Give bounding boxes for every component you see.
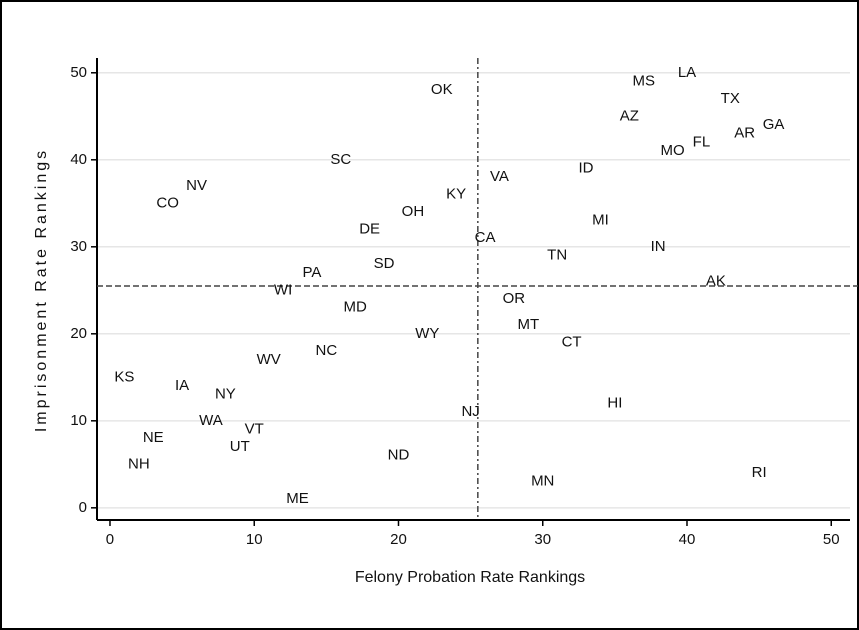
point-label: MN <box>531 473 554 490</box>
y-tick-label: 20 <box>70 325 87 342</box>
point-label: CT <box>562 333 582 350</box>
point-label: AK <box>706 273 726 290</box>
point-label: AZ <box>620 107 639 124</box>
point-label: KY <box>446 186 466 203</box>
point-label: IA <box>175 377 189 394</box>
y-axis-title: Imprisonment Rate Rankings <box>33 148 50 432</box>
point-label: RI <box>752 464 767 481</box>
point-label: OK <box>431 81 453 98</box>
point-label: UT <box>230 438 250 455</box>
x-tick-label: 20 <box>390 531 407 548</box>
point-label: CO <box>156 194 179 211</box>
point-label: NC <box>316 342 338 359</box>
point-label: WV <box>257 351 281 368</box>
x-tick-label: 0 <box>106 531 114 548</box>
point-label: OR <box>503 290 526 307</box>
point-label: VT <box>245 420 264 437</box>
point-label: AR <box>734 125 755 142</box>
point-label: CA <box>475 229 496 246</box>
point-label: NH <box>128 455 150 472</box>
point-label: LA <box>678 64 696 81</box>
point-label: SC <box>330 151 351 168</box>
point-label: MD <box>344 299 367 316</box>
y-tick-label: 0 <box>79 499 87 516</box>
point-label: KS <box>114 368 134 385</box>
point-label: IN <box>651 238 666 255</box>
point-label: OH <box>402 203 425 220</box>
point-label: MS <box>632 72 655 89</box>
point-label: MT <box>517 316 539 333</box>
point-label: NE <box>143 429 164 446</box>
x-tick-label: 30 <box>534 531 551 548</box>
point-label: NV <box>186 177 207 194</box>
y-tick-label: 40 <box>70 151 87 168</box>
point-label: GA <box>763 116 785 133</box>
point-label: WA <box>199 412 223 429</box>
x-tick-label: 50 <box>823 531 840 548</box>
point-label: NJ <box>461 403 479 420</box>
point-label: DE <box>359 220 380 237</box>
y-tick-label: 50 <box>70 64 87 81</box>
point-label: WY <box>415 325 439 342</box>
x-axis-title: Felony Probation Rate Rankings <box>355 569 585 586</box>
point-label: FL <box>693 133 711 150</box>
point-label: PA <box>302 264 321 281</box>
point-label: WI <box>274 281 292 298</box>
point-label: ND <box>388 447 410 464</box>
point-label: TX <box>721 90 740 107</box>
point-label: HI <box>607 394 622 411</box>
point-label: ID <box>579 159 594 176</box>
y-tick-label: 10 <box>70 412 87 429</box>
point-label: VA <box>490 168 509 185</box>
y-tick-label: 30 <box>70 238 87 255</box>
point-label: ME <box>286 490 309 507</box>
point-label: NY <box>215 386 236 403</box>
point-label: MO <box>660 142 684 159</box>
point-label: TN <box>547 246 567 263</box>
x-tick-label: 10 <box>246 531 263 548</box>
point-label: SD <box>374 255 395 272</box>
x-tick-label: 40 <box>679 531 696 548</box>
point-label: MI <box>592 212 609 229</box>
